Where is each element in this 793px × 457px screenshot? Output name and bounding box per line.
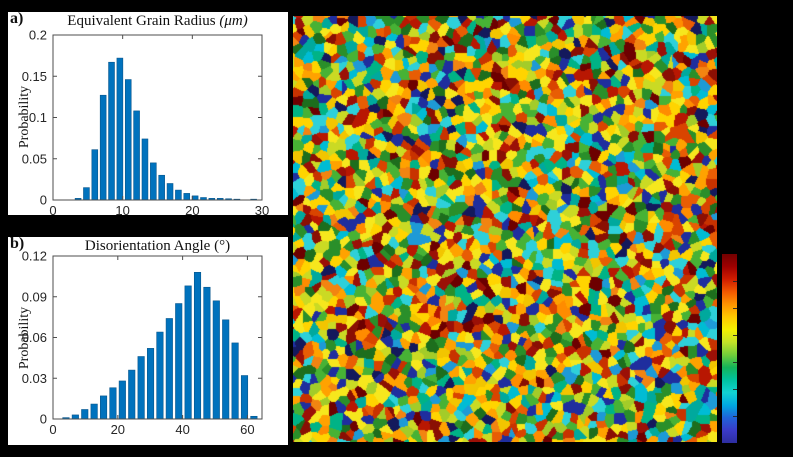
panel-b-label: b) (10, 235, 25, 252)
y-tick-label: 0.12 (22, 249, 47, 264)
panel-disorientation: b) Disorientation Angle (°) Probability … (8, 235, 288, 445)
histogram-bar (184, 285, 192, 420)
disorientation-title-text: Disorientation Angle (84, 238, 215, 254)
grain-radius-title-text: Equivalent Grain Radius (67, 13, 220, 29)
histogram-bar (203, 286, 211, 420)
colorbar-tick (733, 308, 737, 309)
histogram-bar (175, 303, 183, 420)
disorientation-title-unit: (°) (214, 238, 231, 254)
x-tick-label: 20 (111, 422, 125, 437)
histogram-bar (90, 403, 98, 420)
histogram-bar (165, 318, 173, 420)
x-tick-label: 40 (175, 422, 189, 437)
y-tick-label: 0.15 (22, 69, 47, 84)
disorientation-histogram: 0 20 40 60 0 0.03 0.06 0.09 0.12 (22, 249, 263, 437)
colorbar-tick (733, 335, 737, 336)
histogram-bar (193, 271, 202, 420)
histogram-bar (108, 61, 115, 201)
histogram-bar (231, 342, 239, 420)
x-tick-label: 0 (49, 422, 56, 437)
colorbar-tick (733, 416, 737, 417)
histogram-bar (240, 375, 249, 420)
y-tick-label: 0.05 (22, 151, 47, 166)
x-tick-label: 0 (49, 203, 56, 215)
y-tick-label: 0.1 (29, 110, 47, 125)
histogram-bar (150, 162, 157, 201)
histogram-bar (128, 369, 136, 420)
histogram-bar (109, 387, 117, 420)
grain-radius-title-unit: (μm) (219, 13, 248, 29)
y-tick-label: 0.06 (22, 330, 47, 345)
histogram-bar (183, 193, 191, 201)
panel-grain-radius: a) Equivalent Grain Radius (μm) Probabil… (8, 10, 288, 216)
histogram-bar (118, 380, 126, 420)
histogram-bar (156, 331, 164, 420)
histogram-bar (116, 57, 124, 201)
disorientation-title: Disorientation Angle (°) (53, 238, 262, 255)
histogram-bar (158, 174, 165, 201)
axis-box (52, 34, 263, 201)
histogram-bar (141, 138, 149, 201)
panel-a-label: a) (10, 10, 24, 27)
histogram-bar (212, 300, 220, 420)
histogram-bar (146, 348, 155, 420)
grain-radius-title: Equivalent Grain Radius (μm) (53, 13, 262, 30)
histogram-bar (191, 195, 199, 201)
y-tick-label: 0 (40, 193, 47, 208)
y-tick-label: 0 (40, 412, 47, 427)
histogram-bar (133, 110, 140, 201)
y-tick-label: 0.09 (22, 289, 47, 304)
histogram-bar (83, 187, 90, 201)
histogram-bar (99, 94, 107, 201)
x-tick-label: 30 (255, 203, 269, 215)
colorbar-tick (733, 281, 737, 282)
histogram-bar (222, 319, 230, 420)
histogram-bar (175, 189, 182, 201)
x-tick-label: 20 (185, 203, 199, 215)
x-tick-label: 60 (240, 422, 254, 437)
colorbar (722, 254, 737, 443)
colorbar-tick (733, 389, 737, 390)
histogram-bar (100, 395, 108, 420)
histogram-bar (91, 149, 99, 201)
y-tick-label: 0.2 (29, 28, 47, 43)
histogram-bar (137, 356, 145, 420)
x-tick-label: 10 (115, 203, 129, 215)
histogram-bar (124, 79, 132, 201)
histogram-bar (166, 183, 174, 201)
histogram-bar (81, 409, 89, 420)
y-tick-label: 0.03 (22, 371, 47, 386)
colorbar-tick (733, 362, 737, 363)
grain-radius-histogram: 0 10 20 30 0 0.05 0.1 0.15 0.2 (22, 28, 270, 216)
grain-orientation-map (293, 16, 717, 442)
histogram-bar (71, 414, 79, 420)
